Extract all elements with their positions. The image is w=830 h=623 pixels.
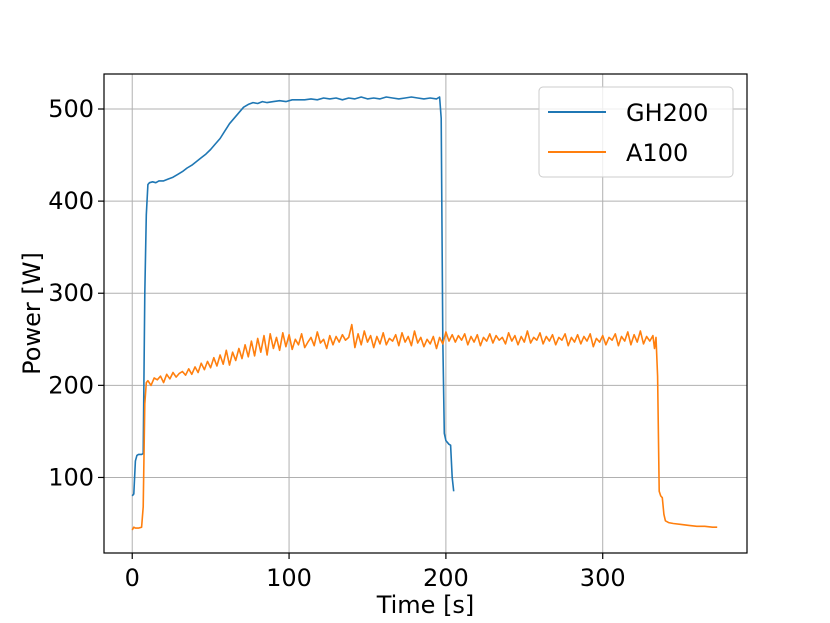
x-tick-label: 0: [125, 564, 140, 592]
series-layer: [131, 96, 718, 531]
y-tick-label: 400: [48, 187, 94, 215]
y-tick-label: 300: [48, 279, 94, 307]
x-tick-label: 300: [580, 564, 626, 592]
series-line-gh200: [131, 96, 455, 497]
legend-label-a100: A100: [626, 139, 688, 167]
y-axis-label: Power [W]: [18, 252, 46, 375]
x-axis-label: Time [s]: [376, 591, 475, 619]
y-axis: 100 200 300 400 500: [48, 95, 104, 491]
x-axis: 0 100 200 300: [125, 553, 626, 592]
legend-box: [538, 86, 734, 178]
series-line-a100: [131, 323, 718, 531]
legend-label-gh200: GH200: [626, 99, 708, 127]
y-tick-label: 500: [48, 95, 94, 123]
legend: GH200 A100: [538, 86, 734, 178]
y-tick-label: 100: [48, 463, 94, 491]
y-tick-label: 200: [48, 371, 94, 399]
x-tick-label: 200: [423, 564, 469, 592]
x-tick-label: 100: [266, 564, 312, 592]
plot-frame: [103, 73, 748, 554]
